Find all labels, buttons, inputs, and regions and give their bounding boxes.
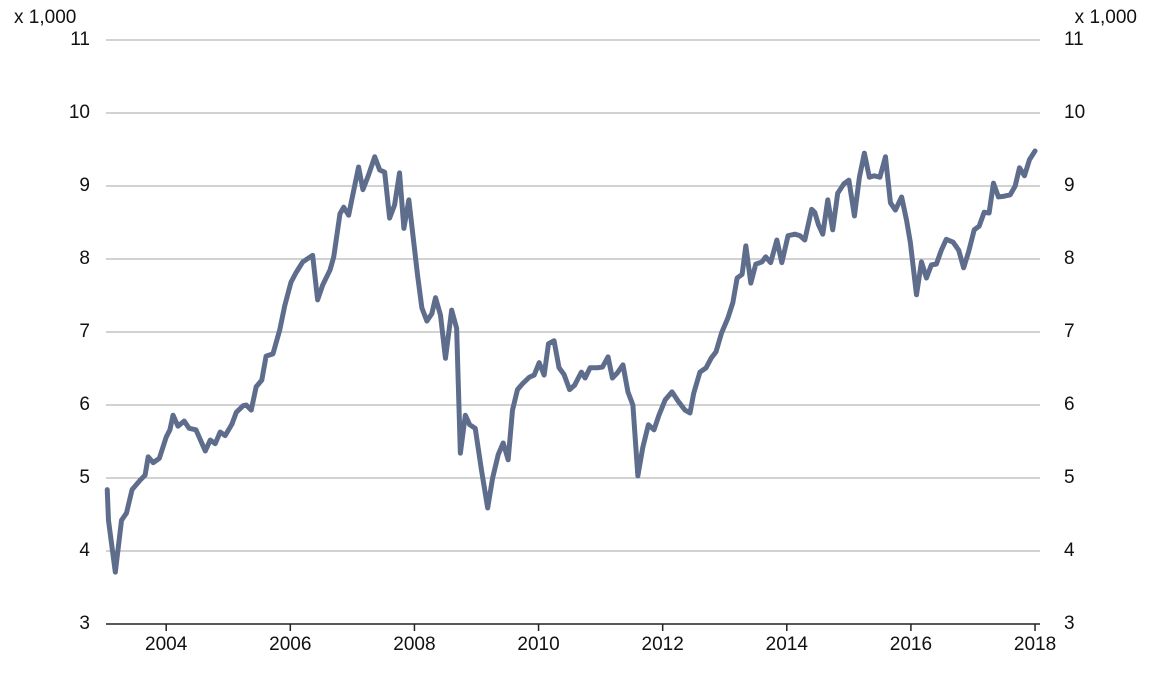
y-tick-label: 5 xyxy=(79,467,90,488)
y2-tick-label: 9 xyxy=(1064,175,1075,196)
y2-tick-label: 3 xyxy=(1064,613,1075,634)
y-tick-label: 8 xyxy=(79,248,90,269)
y-tick-label: 7 xyxy=(79,321,90,342)
x-tick-label: 2004 xyxy=(145,634,188,655)
x-tick-label: 2010 xyxy=(517,634,559,655)
y-tick-label: 3 xyxy=(79,613,90,634)
y2-tick-label: 10 xyxy=(1064,102,1085,123)
y2-tick-label: 7 xyxy=(1064,321,1075,342)
data-line xyxy=(104,148,1038,575)
y2-tick-label: 6 xyxy=(1064,394,1075,415)
y2-tick-label: 8 xyxy=(1064,248,1075,269)
y2-tick-label: 5 xyxy=(1064,467,1075,488)
y-tick-label: 11 xyxy=(70,29,90,50)
y2-tick-label: 4 xyxy=(1064,540,1075,561)
y-tick-label: 4 xyxy=(79,540,90,561)
x-tick-label: 2006 xyxy=(269,634,311,655)
x-tick-label: 2018 xyxy=(1014,634,1056,655)
x-tick-label: 2008 xyxy=(393,634,435,655)
y-axis-unit: x 1,000 xyxy=(14,7,76,28)
x-tick-label: 2012 xyxy=(642,634,684,655)
x-tick-label: 2014 xyxy=(766,634,809,655)
y-tick-label: 6 xyxy=(79,394,90,415)
y2-tick-label: 11 xyxy=(1064,29,1084,50)
x-tick-label: 2016 xyxy=(890,634,932,655)
y-tick-label: 9 xyxy=(79,175,90,196)
y2-axis-unit: x 1,000 xyxy=(1075,7,1137,28)
y-tick-label: 10 xyxy=(69,102,90,123)
